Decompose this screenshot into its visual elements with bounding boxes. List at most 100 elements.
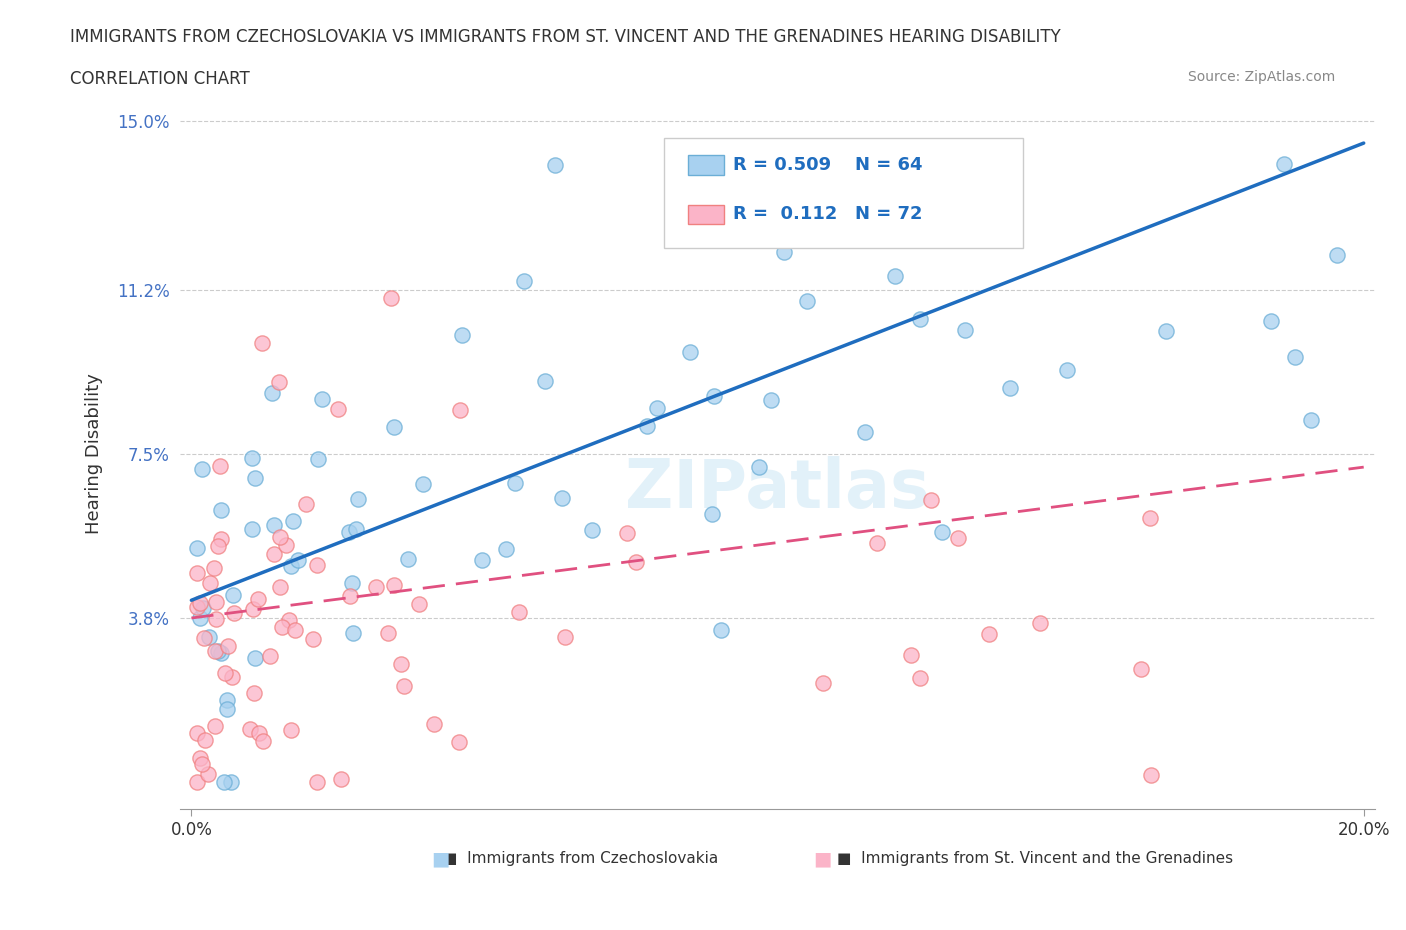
Immigrants from Czechoslovakia	[412, 476, 434, 491]
Immigrants from St. Vincent and the Grenadines	[239, 722, 262, 737]
Immigrants from Czechoslovakia	[382, 419, 405, 434]
Immigrants from Czechoslovakia	[908, 312, 931, 326]
Immigrants from St. Vincent and the Grenadines	[204, 594, 226, 609]
Immigrants from Czechoslovakia	[998, 381, 1021, 396]
Immigrants from St. Vincent and the Grenadines	[1129, 661, 1152, 676]
Immigrants from St. Vincent and the Grenadines	[276, 538, 298, 552]
Immigrants from Czechoslovakia	[883, 269, 905, 284]
Immigrants from Czechoslovakia	[207, 644, 229, 658]
Text: ZIPatlas: ZIPatlas	[626, 457, 929, 523]
Immigrants from Czechoslovakia	[344, 522, 367, 537]
Immigrants from St. Vincent and the Grenadines	[616, 525, 638, 540]
Immigrants from St. Vincent and the Grenadines	[979, 626, 1001, 641]
Immigrants from St. Vincent and the Grenadines	[186, 600, 208, 615]
Immigrants from St. Vincent and the Grenadines	[920, 493, 942, 508]
Immigrants from St. Vincent and the Grenadines	[194, 732, 217, 747]
Immigrants from St. Vincent and the Grenadines	[391, 657, 413, 671]
Immigrants from St. Vincent and the Grenadines	[193, 631, 215, 645]
Immigrants from Czechoslovakia	[240, 451, 263, 466]
Immigrants from St. Vincent and the Grenadines	[197, 766, 219, 781]
Immigrants from St. Vincent and the Grenadines	[250, 336, 273, 351]
Immigrants from Czechoslovakia	[534, 374, 557, 389]
Immigrants from St. Vincent and the Grenadines	[209, 459, 232, 474]
Immigrants from Czechoslovakia	[222, 588, 245, 603]
Immigrants from St. Vincent and the Grenadines	[1139, 511, 1161, 525]
Immigrants from St. Vincent and the Grenadines	[380, 291, 402, 306]
Immigrants from Czechoslovakia	[710, 622, 733, 637]
Text: ■  Immigrants from St. Vincent and the Grenadines: ■ Immigrants from St. Vincent and the Gr…	[838, 851, 1233, 866]
Immigrants from Czechoslovakia	[240, 522, 263, 537]
Immigrants from St. Vincent and the Grenadines	[259, 648, 281, 663]
Immigrants from St. Vincent and the Grenadines	[392, 679, 415, 694]
Bar	[688, 205, 724, 224]
Immigrants from Czechoslovakia	[1260, 314, 1282, 329]
Text: R = 0.509: R = 0.509	[734, 155, 831, 174]
Immigrants from Czechoslovakia	[188, 610, 211, 625]
Immigrants from Czechoslovakia	[263, 517, 285, 532]
Immigrants from Czechoslovakia	[280, 559, 302, 574]
Immigrants from St. Vincent and the Grenadines	[263, 547, 285, 562]
Immigrants from Czechoslovakia	[931, 525, 953, 540]
Immigrants from Czechoslovakia	[503, 475, 526, 490]
Immigrants from St. Vincent and the Grenadines	[186, 775, 208, 790]
Text: ■  Immigrants from Czechoslovakia: ■ Immigrants from Czechoslovakia	[443, 851, 718, 866]
Immigrants from St. Vincent and the Grenadines	[908, 671, 931, 686]
Immigrants from St. Vincent and the Grenadines	[204, 644, 226, 658]
FancyBboxPatch shape	[664, 138, 1022, 247]
Immigrants from St. Vincent and the Grenadines	[813, 676, 835, 691]
Immigrants from St. Vincent and the Grenadines	[554, 630, 576, 644]
Immigrants from St. Vincent and the Grenadines	[364, 579, 387, 594]
Immigrants from Czechoslovakia	[1326, 247, 1348, 262]
Text: N = 64: N = 64	[855, 155, 922, 174]
Immigrants from Czechoslovakia	[1272, 156, 1295, 171]
Immigrants from Czechoslovakia	[209, 646, 232, 661]
Immigrants from Czechoslovakia	[1056, 363, 1078, 378]
Immigrants from St. Vincent and the Grenadines	[271, 619, 294, 634]
Immigrants from St. Vincent and the Grenadines	[204, 718, 226, 733]
Immigrants from St. Vincent and the Grenadines	[252, 733, 274, 748]
Immigrants from St. Vincent and the Grenadines	[302, 632, 325, 647]
Immigrants from St. Vincent and the Grenadines	[214, 666, 236, 681]
Immigrants from St. Vincent and the Grenadines	[339, 589, 361, 604]
Immigrants from Czechoslovakia	[243, 471, 266, 485]
Immigrants from St. Vincent and the Grenadines	[449, 403, 471, 418]
Immigrants from St. Vincent and the Grenadines	[243, 685, 266, 700]
Immigrants from St. Vincent and the Grenadines	[269, 529, 291, 544]
Immigrants from Czechoslovakia	[471, 553, 494, 568]
Immigrants from St. Vincent and the Grenadines	[1029, 616, 1052, 631]
Immigrants from St. Vincent and the Grenadines	[900, 647, 922, 662]
Text: ■: ■	[814, 849, 832, 868]
Immigrants from St. Vincent and the Grenadines	[221, 670, 243, 684]
Immigrants from St. Vincent and the Grenadines	[202, 561, 225, 576]
Immigrants from Czechoslovakia	[703, 389, 725, 404]
Immigrants from St. Vincent and the Grenadines	[269, 375, 291, 390]
Immigrants from Czechoslovakia	[1154, 324, 1177, 339]
Immigrants from St. Vincent and the Grenadines	[188, 751, 211, 765]
Immigrants from Czechoslovakia	[953, 323, 976, 338]
Immigrants from St. Vincent and the Grenadines	[377, 626, 399, 641]
Immigrants from Czechoslovakia	[678, 344, 700, 359]
Immigrants from St. Vincent and the Grenadines	[307, 557, 329, 572]
Immigrants from Czechoslovakia	[287, 552, 309, 567]
Immigrants from St. Vincent and the Grenadines	[246, 591, 269, 606]
Immigrants from Czechoslovakia	[1284, 350, 1306, 365]
Immigrants from Czechoslovakia	[747, 459, 769, 474]
Immigrants from Czechoslovakia	[796, 293, 818, 308]
Immigrants from Czechoslovakia	[396, 551, 419, 566]
Immigrants from St. Vincent and the Grenadines	[329, 771, 352, 786]
Immigrants from Czechoslovakia	[209, 503, 232, 518]
Text: R =  0.112: R = 0.112	[734, 206, 838, 223]
Text: IMMIGRANTS FROM CZECHOSLOVAKIA VS IMMIGRANTS FROM ST. VINCENT AND THE GRENADINES: IMMIGRANTS FROM CZECHOSLOVAKIA VS IMMIGR…	[70, 28, 1062, 46]
Immigrants from Czechoslovakia	[450, 327, 472, 342]
Immigrants from St. Vincent and the Grenadines	[449, 735, 471, 750]
Immigrants from St. Vincent and the Grenadines	[866, 536, 889, 551]
Immigrants from Czechoslovakia	[340, 576, 363, 591]
Immigrants from St. Vincent and the Grenadines	[186, 565, 208, 580]
Immigrants from Czechoslovakia	[513, 274, 536, 289]
Immigrants from Czechoslovakia	[337, 525, 360, 539]
Immigrants from Czechoslovakia	[215, 692, 238, 707]
Immigrants from Czechoslovakia	[759, 392, 782, 407]
Immigrants from St. Vincent and the Grenadines	[188, 595, 211, 610]
Immigrants from St. Vincent and the Grenadines	[307, 775, 329, 790]
Immigrants from Czechoslovakia	[700, 507, 723, 522]
